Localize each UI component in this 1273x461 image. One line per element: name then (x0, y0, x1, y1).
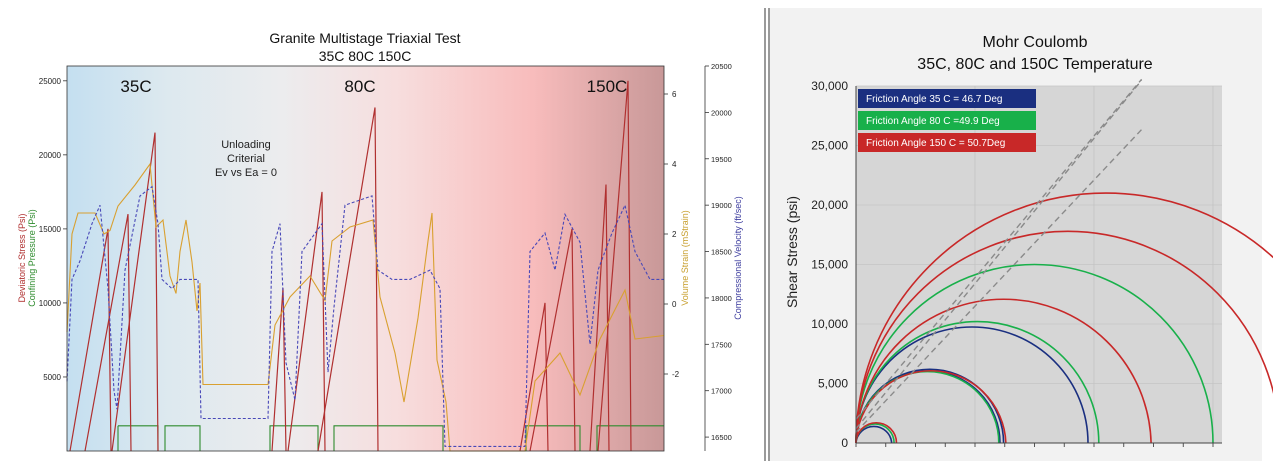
velocity-tick-label: 16500 (711, 433, 732, 442)
left-axis-label-deviatoric: Deviatoric Stress (Psi) (17, 213, 27, 302)
annotation-line-3: Ev vs Ea = 0 (215, 167, 277, 179)
volume-strain-tick-label: 6 (672, 90, 677, 99)
velocity-tick-label: 17000 (711, 387, 732, 396)
deviatoric-stress-series (111, 132, 159, 452)
legend-swatch (858, 89, 1036, 108)
deviatoric-stress-series (69, 228, 112, 452)
left-axis-tick-label: 25000 (39, 77, 62, 86)
volume-strain-tick-label: 4 (672, 160, 677, 169)
temp-label-80c: 80C (344, 77, 375, 96)
left-axis-tick-label: 20000 (39, 151, 62, 160)
left-axis-label-confining: Confining Pressure (Psi) (27, 209, 37, 307)
y-tick-label: 5,000 (818, 377, 848, 391)
velocity-tick-label: 19500 (711, 155, 732, 164)
y-tick-label: 25,000 (811, 139, 848, 153)
y-tick-label: 15,000 (811, 258, 848, 272)
deviatoric-stress-series (84, 213, 132, 452)
legend-label: Friction Angle 80 C =49.9 Deg (866, 116, 1000, 127)
velocity-tick-label: 19000 (711, 201, 732, 210)
confining-line (269, 425, 319, 451)
mohr-circle-80c (855, 263, 1214, 444)
mohr-circle-150c (855, 192, 1273, 444)
legend-label: Friction Angle 150 C = 50.7Deg (866, 138, 1005, 149)
deviatoric-stress-series (529, 228, 576, 452)
right-axis-label-volume-strain: Volume Strain (mStrain) (680, 210, 690, 306)
mohr-circle-80c (855, 320, 1100, 444)
confining-line (164, 425, 201, 451)
left-axis-tick-label: 10000 (39, 299, 62, 308)
chart-title: Granite Multistage Triaxial Test (269, 30, 460, 46)
circles-group (855, 78, 1273, 444)
mohr-y-axis-label: Shear Stress (psi) (784, 196, 800, 308)
right-axis-label-velocity: Compressional Velocity (ft/sec) (733, 196, 743, 320)
deviatoric-stress-series (287, 191, 326, 452)
volume-strain-tick-label: 2 (672, 230, 677, 239)
mohr-circle-150c (855, 298, 1152, 444)
velocity-tick-label: 18000 (711, 294, 732, 303)
deviatoric-stress-series (317, 107, 379, 452)
velocity-tick-label: 18500 (711, 248, 732, 257)
deviatoric-stress-series (519, 302, 549, 452)
annotation-line-1: Unloading (221, 139, 271, 151)
confining-line (525, 425, 581, 451)
mohr-title: Mohr Coulomb (983, 34, 1088, 51)
failure-envelope-80c (855, 78, 1143, 420)
y-tick-label: 20,000 (811, 198, 848, 212)
left-axis-tick-label: 5000 (43, 373, 61, 382)
legend-swatch (858, 111, 1036, 130)
temp-label-35c: 35C (120, 77, 151, 96)
plot-background (67, 66, 664, 451)
left-axis-tick-label: 15000 (39, 225, 62, 234)
mohr-circle-150c (855, 369, 1007, 444)
temp-label-150c: 150C (587, 77, 628, 96)
velocity-tick-label: 20500 (711, 62, 732, 71)
volume-strain-tick-label: -2 (672, 370, 680, 379)
mohr-coulomb-chart: 0 5,000 10,000 15,000 20,000 25,000 30,000 Moh… (770, 8, 1273, 461)
mohr-circle-150c (855, 230, 1273, 444)
velocity-tick-label: 20000 (711, 108, 732, 117)
confining-line (596, 425, 664, 451)
panel-divider (764, 8, 770, 461)
curves-group (66, 80, 665, 452)
legend: Friction Angle 35 C = 46.7 Deg Friction A… (858, 89, 1036, 152)
velocity-series (66, 185, 664, 447)
velocity-tick-label: 17500 (711, 340, 732, 349)
y-tick-label: 10,000 (811, 317, 848, 331)
axes-group: 0 5,000 10,000 15,000 20,000 25,000 30,000 (811, 79, 1222, 450)
chart-subtitle: 35C 80C 150C (319, 48, 412, 64)
deviatoric-stress-series (589, 184, 610, 452)
legend-swatch (858, 133, 1036, 152)
plot-frame (66, 65, 665, 452)
y-tick-label: 0 (841, 436, 848, 450)
axes-group: 5000 10000 15000 20000 25000 -2 0 2 4 6 16500 17000… (39, 62, 732, 451)
annotation-line-2: Criterial (227, 153, 265, 165)
volume-strain-tick-label: 0 (672, 300, 677, 309)
deviatoric-stress-series (597, 80, 632, 452)
mohr-subtitle: 35C, 80C and 150C Temperature (917, 56, 1153, 73)
failure-envelope-150c (855, 79, 1143, 430)
y-tick-label: 30,000 (811, 79, 848, 93)
triaxial-test-chart: 5000 10000 15000 20000 25000 -2 0 2 4 6 16500 17000… (17, 30, 743, 452)
legend-label: Friction Angle 35 C = 46.7 Deg (866, 94, 1002, 105)
mohr-circle-150c (855, 422, 898, 444)
confining-line (333, 425, 444, 451)
